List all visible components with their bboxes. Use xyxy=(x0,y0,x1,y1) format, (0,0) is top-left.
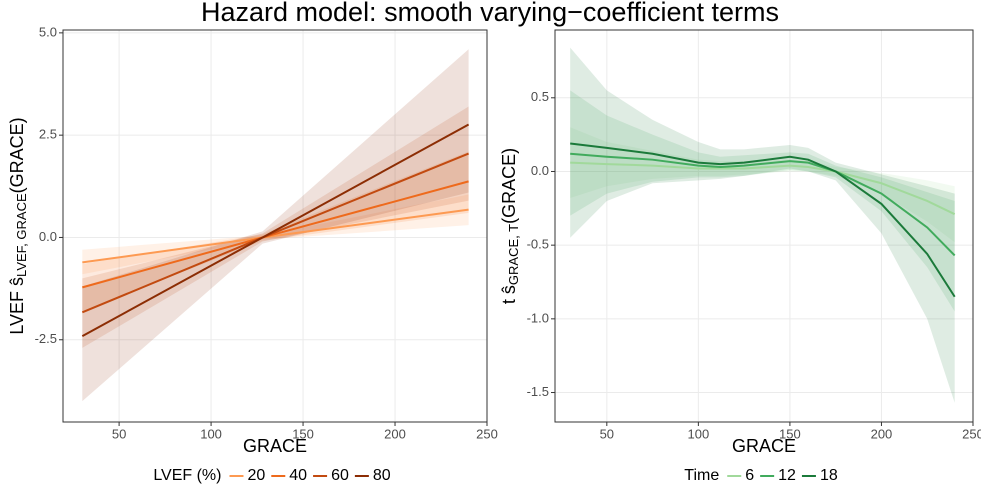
y-tick-label: 2.5 xyxy=(39,127,57,142)
legend-label: 6 xyxy=(745,467,754,484)
legend-title: LVEF (%) xyxy=(153,467,221,484)
plot-layer xyxy=(81,49,470,402)
line xyxy=(81,123,470,337)
legend-label: 40 xyxy=(289,467,307,484)
legend-label: 12 xyxy=(778,467,796,484)
legend-label: 60 xyxy=(331,467,349,484)
legend: LVEF (%) 20 40 60 80 xyxy=(153,467,390,484)
figure-title: Hazard model: smooth varying−coefficient… xyxy=(201,0,779,27)
y-axis-label-sub: GRACE, T xyxy=(506,224,521,285)
confidence-band xyxy=(570,90,955,312)
legend-label: 80 xyxy=(373,467,391,484)
line xyxy=(570,152,956,257)
y-tick-label: 0.0 xyxy=(531,163,549,178)
y-tick-label: 0.0 xyxy=(39,229,57,244)
legend-label: 20 xyxy=(247,467,265,484)
y-axis-label-end: (GRACE) xyxy=(7,117,27,193)
x-tick-label: 200 xyxy=(871,426,893,441)
y-axis-label-sub: LVEF, GRACE xyxy=(14,193,29,277)
panel-border xyxy=(554,29,974,423)
x-tick-label: 100 xyxy=(200,426,222,441)
x-tick-label: 100 xyxy=(688,426,710,441)
legend: Time 6 12 18 xyxy=(684,467,838,484)
x-axis-label: GRACE xyxy=(732,436,796,456)
y-tick-label: -1.5 xyxy=(527,384,549,399)
confidence-band xyxy=(570,47,955,403)
y-axis-label-main: t ŝ xyxy=(499,285,519,304)
line xyxy=(570,161,956,216)
panel-border xyxy=(62,29,488,423)
y-tick-label: -2.5 xyxy=(35,331,57,346)
x-tick-label: 250 xyxy=(476,426,498,441)
x-tick-label: 50 xyxy=(112,426,126,441)
plot-layer xyxy=(570,47,956,403)
y-axis-label-main: LVEF ŝ xyxy=(7,277,27,335)
plot-area xyxy=(63,30,487,422)
y-axis-label-end: (GRACE) xyxy=(499,148,519,224)
legend-label: 18 xyxy=(820,467,838,484)
plot-area xyxy=(555,30,973,422)
y-tick-label: -0.5 xyxy=(527,237,549,252)
y-axis-label: t ŝGRACE, T(GRACE) xyxy=(499,148,522,304)
x-tick-label: 150 xyxy=(292,426,314,441)
line xyxy=(570,142,956,298)
y-tick-label: -1.0 xyxy=(527,310,549,325)
x-tick-label: 200 xyxy=(384,426,406,441)
confidence-band xyxy=(82,49,469,402)
x-tick-label: 250 xyxy=(962,426,981,441)
confidence-band xyxy=(82,106,469,348)
legend-title: Time xyxy=(684,467,719,484)
x-tick-label: 150 xyxy=(779,426,801,441)
x-axis-label: GRACE xyxy=(243,436,307,456)
y-tick-label: 0.5 xyxy=(531,89,549,104)
x-tick-label: 50 xyxy=(600,426,614,441)
y-tick-label: 5.0 xyxy=(39,24,57,39)
y-axis-label: LVEF ŝLVEF, GRACE(GRACE) xyxy=(7,117,30,334)
